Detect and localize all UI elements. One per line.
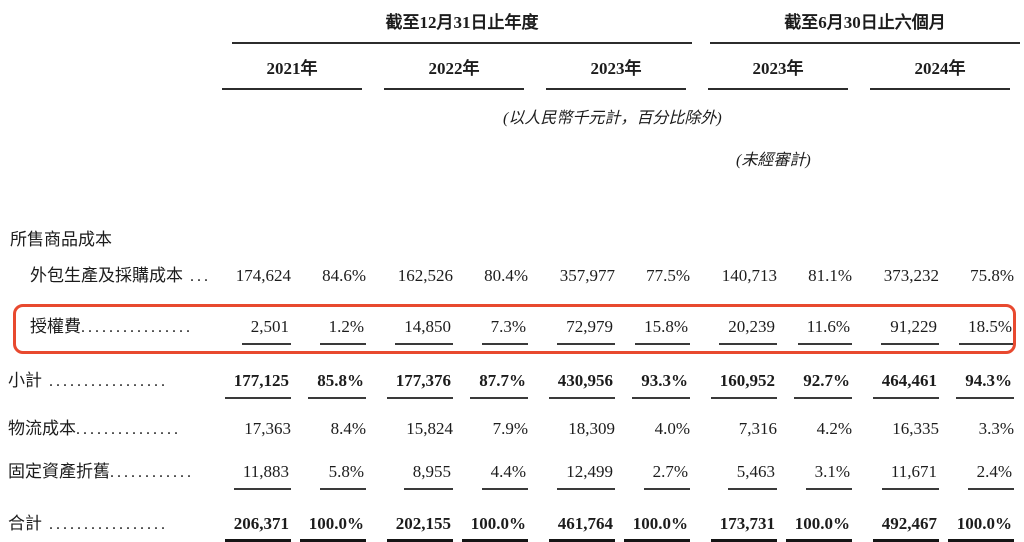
table-cell: 8,955 (374, 460, 455, 490)
table-cell: 174,624 (235, 266, 291, 285)
table-cell: 100.0% (617, 512, 698, 542)
table-cell: 7.3% (455, 315, 536, 345)
table-cell: 18.5% (941, 315, 1022, 345)
interim-column-2024: 2024年 (870, 44, 1010, 90)
dot-leader: ............... (76, 421, 181, 438)
table-cell: 87.7% (455, 369, 536, 399)
table-cell: 373,232 (883, 266, 939, 285)
dot-leader: ................. (42, 516, 168, 533)
dot-leader: .... (190, 268, 212, 285)
table-cell: 100.0% (941, 512, 1022, 542)
table-cell: 93.3% (617, 369, 698, 399)
table-cell: 160,952 (698, 369, 779, 399)
period-group-header-row: 截至12月31日止年度 截至6月30日止六個月 (0, 0, 1024, 44)
header-notes: (以人民幣千元計，百分比除外) (未經審計) (0, 90, 1024, 220)
table-cell: 177,125 (212, 369, 293, 399)
table-cell: 15,824 (406, 419, 453, 438)
table-row-licensing-fee: 授權費................ 2,501 1.2% 14,850 7.… (0, 304, 1024, 354)
table-cell: 140,713 (721, 266, 777, 285)
table-cell: 1.2% (293, 315, 374, 345)
table-cell: 2.4% (941, 460, 1022, 490)
table-cell: 80.4% (484, 266, 528, 285)
unaudited-note: (未經審計) (736, 152, 811, 169)
table-cell: 85.8% (293, 369, 374, 399)
year-ended-dec-header: 截至12月31日止年度 (232, 0, 692, 44)
table-cell: 4.4% (455, 460, 536, 490)
table-cell: 75.8% (970, 266, 1014, 285)
section-title-cost-of-goods-sold: 所售商品成本 (10, 230, 112, 249)
row-label: 小計 ................. (8, 371, 168, 390)
dot-leader: ............ (110, 464, 194, 481)
table-cell: 173,731 (698, 512, 779, 542)
table-cell: 2.7% (617, 460, 698, 490)
table-cell: 11.6% (779, 315, 860, 345)
table-cell: 8.4% (330, 419, 366, 438)
table-cell: 7.9% (492, 419, 528, 438)
table-cell: 162,526 (397, 266, 453, 285)
table-cell: 357,977 (559, 266, 615, 285)
table-cell: 77.5% (646, 266, 690, 285)
table-cell: 15.8% (617, 315, 698, 345)
row-label: 固定資產折舊............ (8, 462, 194, 481)
table-cell: 430,956 (536, 369, 617, 399)
table-cell: 206,371 (212, 512, 293, 542)
table-cell: 100.0% (455, 512, 536, 542)
table-cell: 7,316 (738, 419, 777, 438)
table-cell: 3.3% (978, 419, 1014, 438)
row-label: 授權費................ (30, 317, 193, 336)
row-label: 合計 ................. (8, 514, 168, 533)
table-cell: 20,239 (698, 315, 779, 345)
year-column-2022: 2022年 (384, 44, 524, 90)
table-cell: 14,850 (374, 315, 455, 345)
table-row-subtotal: 小計 ................. 177,125 85.8% 177,3… (0, 369, 1024, 399)
table-cell: 18,309 (568, 419, 615, 438)
table-cell: 202,155 (374, 512, 455, 542)
table-cell: 11,671 (860, 460, 941, 490)
table-cell: 492,467 (860, 512, 941, 542)
table-row-depreciation: 固定資產折舊............ 11,883 5.8% 8,955 4.4… (0, 460, 1024, 490)
table-cell: 17,363 (244, 419, 291, 438)
table-cell: 5,463 (698, 460, 779, 490)
table-cell: 100.0% (779, 512, 860, 542)
table-cell: 94.3% (941, 369, 1022, 399)
row-label: 外包生產及採購成本 .... (0, 264, 212, 289)
six-months-ended-jun-header: 截至6月30日止六個月 (710, 0, 1020, 44)
table-row-total: 合計 ................. 206,371 100.0% 202,… (0, 512, 1024, 542)
table-cell: 464,461 (860, 369, 941, 399)
table-cell: 4.2% (816, 419, 852, 438)
table-cell: 177,376 (374, 369, 455, 399)
table-cell: 12,499 (536, 460, 617, 490)
table-cell: 461,764 (536, 512, 617, 542)
table-row-outsourced-production: 外包生產及採購成本 .... 174,624 84.6% 162,526 80.… (0, 264, 1024, 289)
table-cell: 91,229 (860, 315, 941, 345)
table-cell: 16,335 (892, 419, 939, 438)
year-header-row: 2021年 2022年 2023年 2023年 2024年 (0, 44, 1024, 90)
row-label: 物流成本............... (8, 419, 181, 438)
table-cell: 11,883 (212, 460, 293, 490)
table-cell: 72,979 (536, 315, 617, 345)
table-cell: 81.1% (808, 266, 852, 285)
year-column-2023: 2023年 (546, 44, 686, 90)
table-cell: 4.0% (654, 419, 690, 438)
table-cell: 5.8% (293, 460, 374, 490)
table-cell: 100.0% (293, 512, 374, 542)
table-cell: 92.7% (779, 369, 860, 399)
year-column-2021: 2021年 (222, 44, 362, 90)
table-cell: 2,501 (212, 315, 293, 345)
table-cell: 3.1% (779, 460, 860, 490)
interim-column-2023: 2023年 (708, 44, 848, 90)
table-cell: 84.6% (322, 266, 366, 285)
dot-leader: ................. (42, 373, 168, 390)
dot-leader: ................ (81, 319, 193, 336)
currency-unit-note: (以人民幣千元計，百分比除外) (503, 110, 722, 127)
table-row-logistics-cost: 物流成本............... 17,363 8.4% 15,824 7… (0, 417, 1024, 442)
